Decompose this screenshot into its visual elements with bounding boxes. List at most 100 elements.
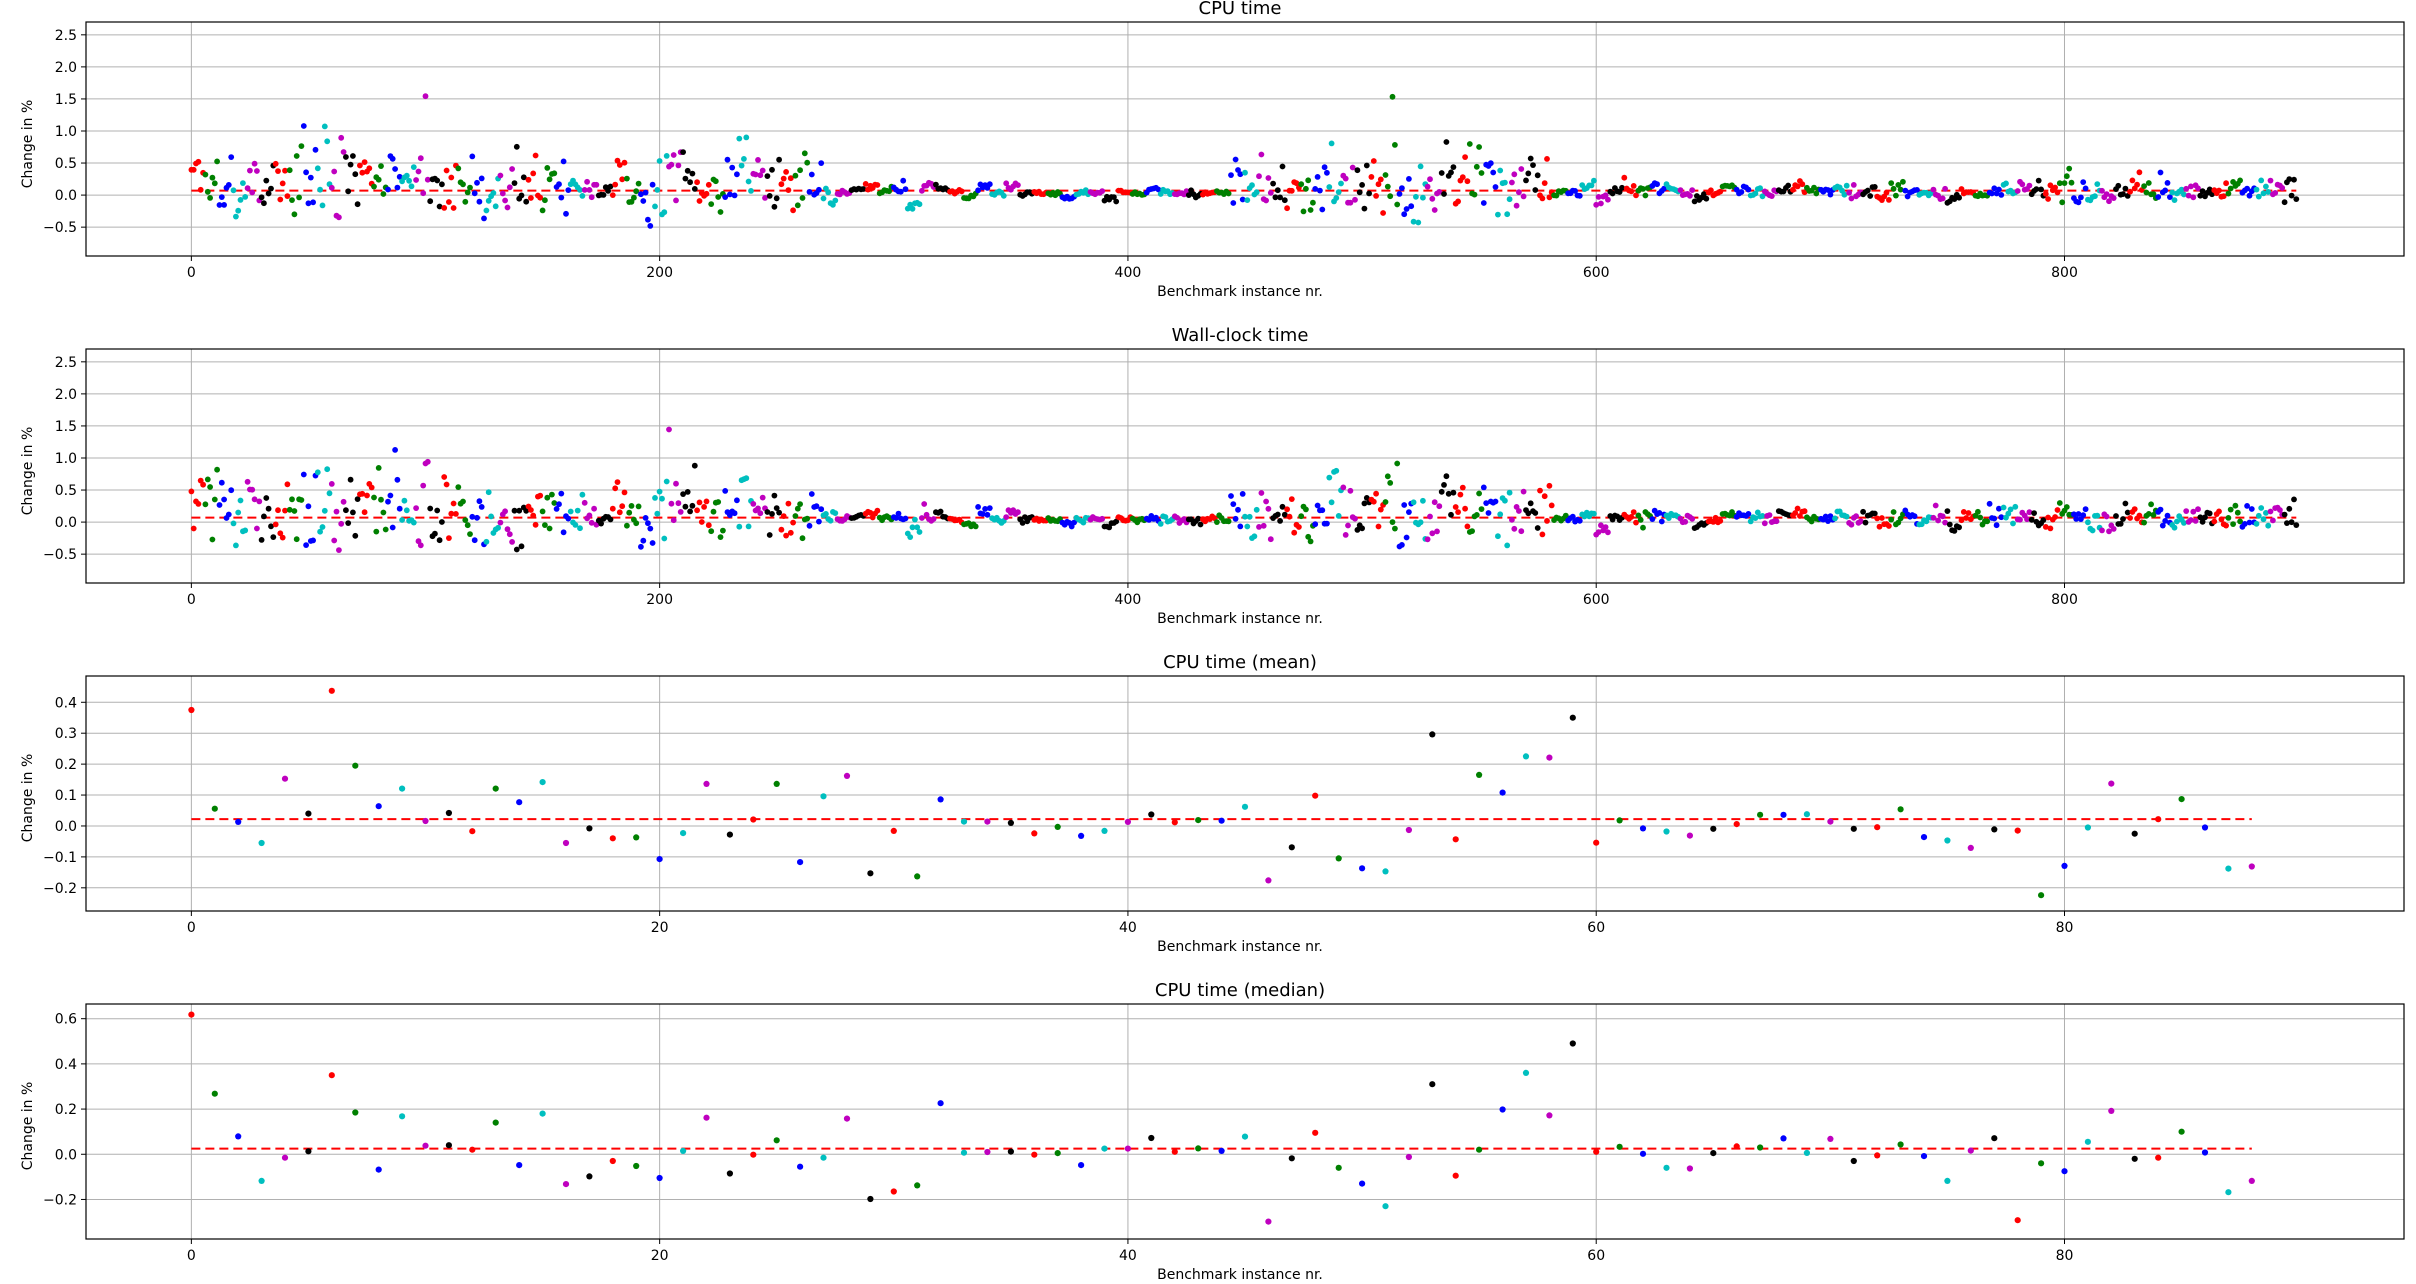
data-point: [1466, 141, 1473, 147]
data-point: [1281, 197, 1288, 204]
data-point: [1483, 500, 1490, 506]
data-point: [680, 149, 686, 156]
data-point: [420, 190, 427, 197]
data-point: [780, 175, 787, 182]
y-tick-label: 0.0: [55, 188, 77, 204]
data-point: [916, 529, 923, 535]
data-point: [1658, 518, 1665, 525]
data-point: [867, 509, 874, 516]
data-point: [563, 210, 569, 217]
data-point: [621, 159, 628, 166]
data-point: [460, 181, 466, 188]
data-point: [652, 495, 658, 501]
data-point: [537, 492, 544, 499]
data-point: [195, 501, 202, 507]
x-tick-label: 200: [646, 265, 673, 281]
data-point: [1445, 490, 1452, 497]
data-point: [1595, 529, 1602, 535]
data-point: [1265, 1218, 1272, 1225]
data-point: [1598, 200, 1604, 207]
data-point: [469, 1146, 476, 1153]
data-point: [1792, 510, 1799, 516]
data-point: [827, 517, 834, 524]
data-point: [1356, 189, 1363, 196]
data-point: [2005, 510, 2012, 517]
data-point: [2017, 516, 2023, 523]
data-point: [1495, 211, 1501, 218]
data-point: [2220, 193, 2227, 200]
data-point: [1825, 518, 1831, 524]
data-point: [1708, 187, 1714, 194]
data-point: [914, 873, 921, 880]
data-point: [1401, 211, 1408, 218]
data-point: [1286, 513, 1293, 520]
data-point: [495, 524, 501, 531]
x-tick-label: 0: [187, 920, 196, 936]
data-point: [277, 196, 284, 203]
data-point: [2225, 1189, 2232, 1196]
data-point: [1281, 511, 1288, 518]
panel-cpu-time: CPU time Benchmark instance nr. Change i…: [20, 0, 2405, 300]
data-point: [1476, 1146, 1483, 1153]
data-point: [1438, 170, 1445, 176]
data-point: [2216, 187, 2222, 194]
data-point: [890, 1188, 897, 1195]
data-point: [684, 489, 691, 495]
data-point: [2080, 512, 2087, 519]
data-point: [1307, 538, 1314, 545]
data-point: [389, 155, 396, 162]
data-point: [211, 180, 218, 187]
data-point: [2183, 185, 2190, 192]
data-point: [1015, 182, 1021, 189]
y-tick-label: 1.0: [55, 451, 77, 467]
data-point: [771, 203, 778, 210]
data-point: [649, 181, 656, 188]
data-point: [375, 1166, 382, 1173]
data-point: [1628, 514, 1635, 520]
data-point: [523, 507, 530, 514]
data-point: [1288, 1155, 1295, 1162]
data-point: [1963, 515, 1970, 521]
data-point: [441, 474, 448, 480]
data-point: [1195, 817, 1202, 824]
data-point: [766, 193, 773, 199]
data-point: [1389, 93, 1396, 100]
data-point: [469, 153, 476, 160]
data-point: [1801, 508, 1808, 515]
data-point: [1733, 821, 1740, 828]
data-point: [2019, 181, 2026, 188]
data-point: [614, 157, 621, 164]
data-point: [305, 810, 312, 817]
data-point: [797, 167, 803, 174]
data-point: [296, 194, 302, 201]
data-point: [382, 526, 389, 533]
data-point: [221, 202, 228, 208]
data-point: [1958, 517, 1965, 524]
data-point: [1827, 818, 1834, 825]
data-point: [528, 195, 534, 201]
data-point: [1232, 515, 1239, 522]
data-point: [1843, 182, 1850, 189]
data-point: [628, 503, 635, 509]
data-point: [1616, 189, 1623, 195]
data-point: [647, 223, 654, 229]
ticks: 0 200 400 600 800 −0.5 0.0 0.5 1.0 1.5 2.0 2.5: [43, 28, 2078, 281]
data-point: [2270, 517, 2276, 524]
data-point: [392, 447, 398, 453]
data-point: [1960, 509, 1967, 515]
data-point: [235, 1133, 242, 1140]
data-point: [1911, 513, 1918, 520]
data-point: [656, 158, 663, 164]
data-point: [586, 1173, 593, 1180]
data-point: [434, 177, 441, 184]
data-point: [1359, 525, 1365, 532]
y-tick-label: −0.5: [43, 547, 77, 563]
data-point: [513, 546, 520, 553]
data-point: [328, 184, 335, 191]
data-point: [539, 207, 546, 214]
data-point: [497, 519, 504, 526]
data-point: [317, 186, 323, 193]
data-point: [1572, 188, 1578, 194]
x-tick-label: 400: [1115, 592, 1142, 608]
data-point: [1977, 514, 1984, 521]
